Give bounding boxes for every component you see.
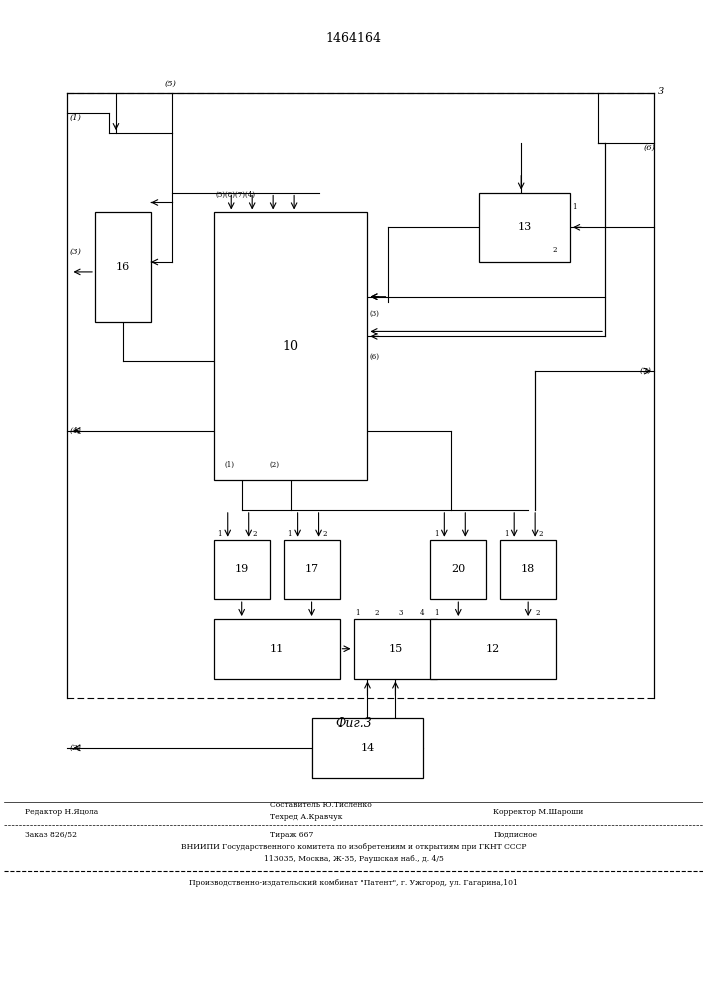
Text: Составитель Ю.Тисленко: Составитель Ю.Тисленко — [269, 801, 371, 809]
Bar — [479, 193, 570, 262]
Text: (2): (2) — [269, 461, 280, 469]
Text: 113035, Москва, Ж-35, Раушская наб., д. 4/5: 113035, Москва, Ж-35, Раушская наб., д. … — [264, 855, 443, 863]
Text: Корректор М.Шароши: Корректор М.Шароши — [493, 808, 583, 816]
Bar — [214, 212, 368, 480]
Text: 20: 20 — [451, 564, 465, 574]
Bar — [284, 540, 339, 599]
Text: 1: 1 — [503, 530, 508, 538]
Text: Подписное: Подписное — [493, 831, 537, 839]
Text: 2: 2 — [252, 530, 257, 538]
Bar — [501, 540, 556, 599]
Bar — [214, 540, 269, 599]
Text: (5): (5) — [165, 79, 177, 87]
Text: (5)(8)(7)(4): (5)(8)(7)(4) — [216, 191, 256, 199]
Text: (1): (1) — [224, 461, 234, 469]
Text: Редактор Н.Яцола: Редактор Н.Яцола — [25, 808, 98, 816]
Text: 10: 10 — [283, 340, 298, 353]
Text: 1: 1 — [287, 530, 291, 538]
Text: 19: 19 — [235, 564, 249, 574]
Text: 4: 4 — [420, 609, 424, 617]
Text: (6): (6) — [643, 144, 655, 152]
Bar — [95, 212, 151, 322]
Text: 3: 3 — [399, 609, 403, 617]
Text: 2: 2 — [375, 609, 379, 617]
Text: 1: 1 — [434, 609, 438, 617]
Text: Техред А.Кравчук: Техред А.Кравчук — [269, 813, 342, 821]
Text: 2: 2 — [553, 246, 557, 254]
Text: ВНИИПИ Государственного комитета по изобретениям и открытиям при ГКНТ СССР: ВНИИПИ Государственного комитета по изоб… — [181, 843, 526, 851]
Text: 1: 1 — [434, 530, 438, 538]
Text: (3): (3) — [69, 248, 81, 256]
Bar — [431, 619, 556, 678]
Text: 1464164: 1464164 — [325, 32, 382, 45]
Text: Фиг.3: Фиг.3 — [335, 717, 372, 730]
Text: Производственно-издательский комбинат "Патент", г. Ужгород, ул. Гагарина,101: Производственно-издательский комбинат "П… — [189, 879, 518, 887]
Text: 1: 1 — [356, 609, 360, 617]
Text: 11: 11 — [269, 644, 284, 654]
Text: 3: 3 — [658, 87, 664, 96]
Text: 14: 14 — [361, 743, 375, 753]
Text: 12: 12 — [486, 644, 501, 654]
Text: 16: 16 — [116, 262, 130, 272]
Text: 1: 1 — [572, 203, 577, 211]
Text: 18: 18 — [521, 564, 535, 574]
Bar — [214, 619, 339, 678]
Bar — [354, 619, 438, 678]
Text: (4): (4) — [69, 427, 81, 435]
Text: (7): (7) — [640, 367, 652, 375]
Text: 17: 17 — [305, 564, 319, 574]
Text: Тираж 667: Тираж 667 — [269, 831, 313, 839]
Text: 15: 15 — [388, 644, 402, 654]
Text: 1: 1 — [217, 530, 222, 538]
Text: (3): (3) — [370, 310, 380, 318]
Text: (2): (2) — [69, 744, 81, 752]
Text: (1): (1) — [69, 114, 81, 122]
Text: 2: 2 — [322, 530, 327, 538]
Text: Заказ 826/52: Заказ 826/52 — [25, 831, 77, 839]
Text: 2: 2 — [535, 609, 539, 617]
Text: 2: 2 — [539, 530, 543, 538]
Bar — [312, 718, 423, 778]
Bar — [431, 540, 486, 599]
Text: 13: 13 — [518, 222, 532, 232]
Text: (6): (6) — [370, 353, 380, 361]
